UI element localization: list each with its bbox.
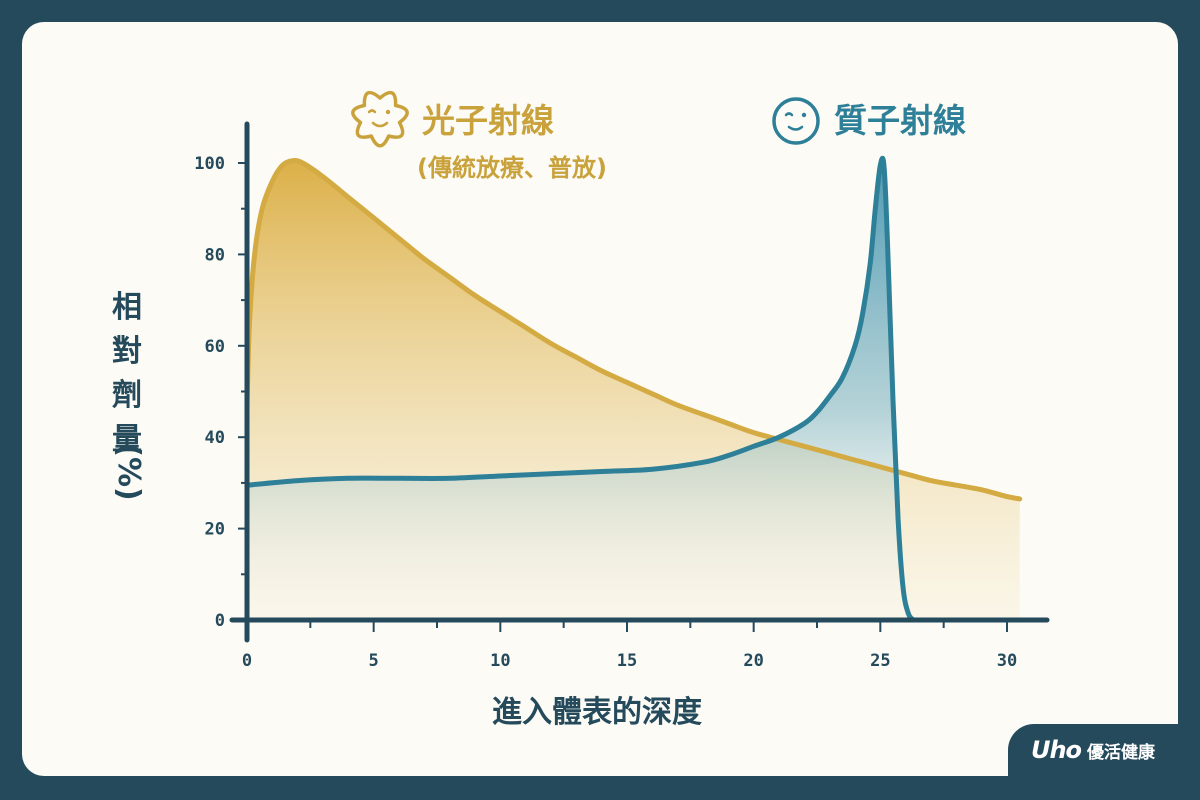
y-tick-label: 40 <box>205 428 225 448</box>
card: 0 20 40 60 80 100 0 5 10 15 20 25 30 進入體表的深度相對劑量 (%) … <box>22 22 1178 776</box>
x-tick-label: 10 <box>490 651 510 671</box>
photon-flower-outline <box>351 90 409 148</box>
photon-eye-right <box>385 109 391 115</box>
proton-eye-left <box>784 112 794 117</box>
x-tick-label: 30 <box>997 651 1017 671</box>
series-area-proton <box>247 158 914 620</box>
x-tick-label: 20 <box>743 651 763 671</box>
y-axis-label-char: 對 <box>112 334 142 369</box>
y-tick-label: 0 <box>215 611 225 631</box>
proton-mouth <box>787 125 804 131</box>
legend-proton-label: 質子射線 <box>834 101 966 140</box>
y-tick-label: 100 <box>194 154 225 174</box>
x-tick-label: 25 <box>870 651 890 671</box>
y-tick-label: 60 <box>205 337 225 357</box>
x-tick-label: 15 <box>617 651 637 671</box>
photon-eye-left <box>367 109 377 114</box>
proton-circle-icon <box>772 97 820 145</box>
legend-photon-subtitle: (傳統放療、普放) <box>417 154 607 182</box>
logo-text: 優活健康 <box>1087 742 1156 763</box>
series-line-proton <box>244 155 916 623</box>
brand-logo: Uho 優活健康 <box>1008 724 1178 776</box>
series-line-photon <box>244 158 1023 502</box>
y-tick-label: 80 <box>205 245 225 265</box>
legend-photon-label: 光子射線 <box>422 101 554 140</box>
y-tick-label: 20 <box>205 520 225 540</box>
legend: 光子射線 (傳統放療、普放) 質子射線 <box>351 90 966 182</box>
y-axis-label-char: 相 <box>112 290 142 325</box>
y-axis-label-char: 劑 <box>112 378 142 413</box>
y-axis-unit: (%) <box>111 443 146 500</box>
photon-flower-icon <box>351 90 409 148</box>
y-axis-label-char: 量 <box>112 422 142 457</box>
proton-eye-right <box>801 112 807 118</box>
x-axis-label: 進入體表的深度 <box>492 695 702 730</box>
x-tick-label: 5 <box>369 651 379 671</box>
plot-area <box>244 155 1023 623</box>
logo-mark: Uho <box>1030 736 1082 764</box>
x-tick-label: 0 <box>242 651 252 671</box>
photon-mouth <box>371 121 389 128</box>
proton-circle-outline <box>772 97 820 145</box>
axes: 0 20 40 60 80 100 0 5 10 15 20 25 30 <box>194 121 1050 671</box>
